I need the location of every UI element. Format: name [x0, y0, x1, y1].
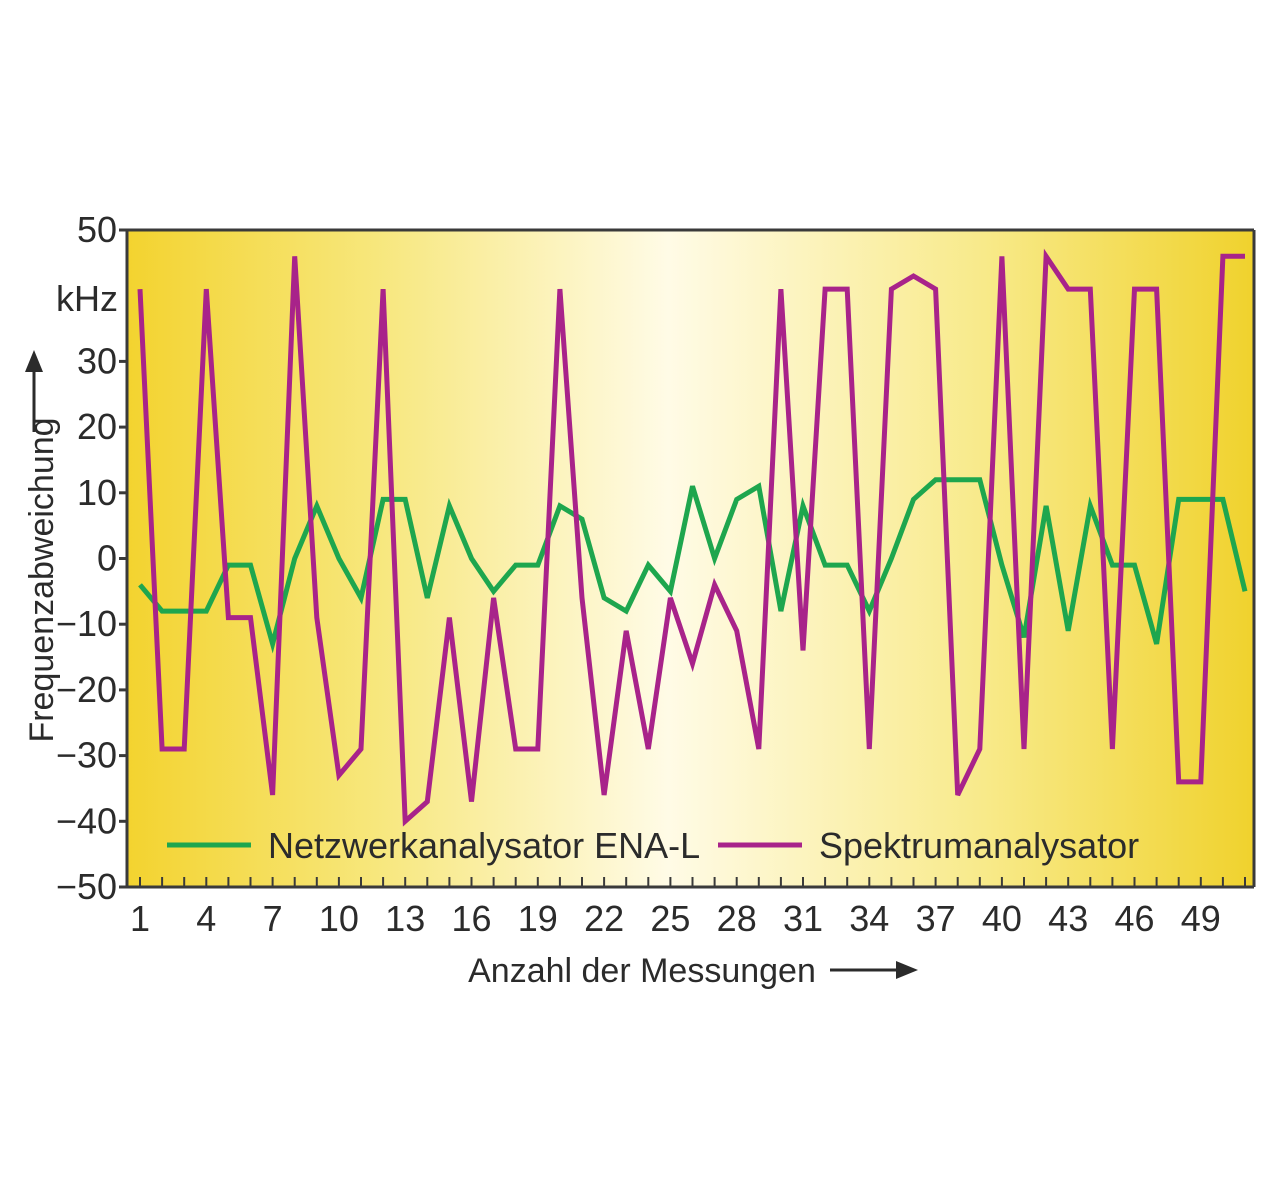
x-axis-title: Anzahl der Messungen [468, 952, 816, 990]
x-tick-label: 46 [1114, 898, 1154, 939]
ticks-layer: 50 30 20 10 0 −10 −20 −30 −40 −50 1 4 7 10 13 16 19 22 25 2… [56, 209, 1246, 939]
x-tick-label: 4 [196, 898, 216, 939]
x-axis-arrow [830, 961, 918, 979]
x-tick-label: 49 [1181, 898, 1221, 939]
y-tick-label: −10 [56, 603, 117, 644]
x-tick-label: 40 [982, 898, 1022, 939]
y-unit-label: kHz [56, 278, 118, 319]
legend-label-spektrum: Spektrumanalysator [819, 825, 1139, 866]
x-tick-label: 31 [783, 898, 823, 939]
y-tick-label: −30 [56, 735, 117, 776]
x-tick-label: 34 [849, 898, 889, 939]
x-tick-label: 19 [518, 898, 558, 939]
x-tick-label: 16 [451, 898, 491, 939]
y-tick-label: −20 [56, 669, 117, 710]
y-tick-label: −50 [56, 866, 117, 907]
y-tick-label: 20 [77, 406, 117, 447]
x-tick-label: 10 [319, 898, 359, 939]
legend-label-netzwerk: Netzwerkanalysator ENA-L [268, 825, 700, 866]
series-layer [137, 248, 1248, 827]
x-tick-label: 37 [916, 898, 956, 939]
x-tick-label: 28 [717, 898, 757, 939]
y-axis-title-group: Frequenzabweichung [23, 417, 61, 742]
x-tick-label: 7 [263, 898, 283, 939]
y-axis-arrow [25, 350, 43, 432]
y-tick-label: 10 [77, 472, 117, 513]
x-tick-label: 22 [584, 898, 624, 939]
y-tick-label: 50 [77, 209, 117, 250]
y-axis-title: Frequenzabweichung [23, 417, 61, 742]
series-line-netzwerkanalysator [138, 477, 1248, 654]
x-tick-label: 43 [1048, 898, 1088, 939]
y-tick-label: 30 [77, 340, 117, 381]
x-tick-label: 25 [650, 898, 690, 939]
y-tick-label: −40 [56, 800, 117, 841]
x-tick-label: 1 [130, 898, 150, 939]
legend: Netzwerkanalysator ENA-L Spektrumanalysa… [167, 825, 1139, 866]
series-line-spektrumanalysator [137, 248, 1245, 827]
y-tick-label: 0 [97, 538, 117, 579]
x-tick-label: 13 [385, 898, 425, 939]
